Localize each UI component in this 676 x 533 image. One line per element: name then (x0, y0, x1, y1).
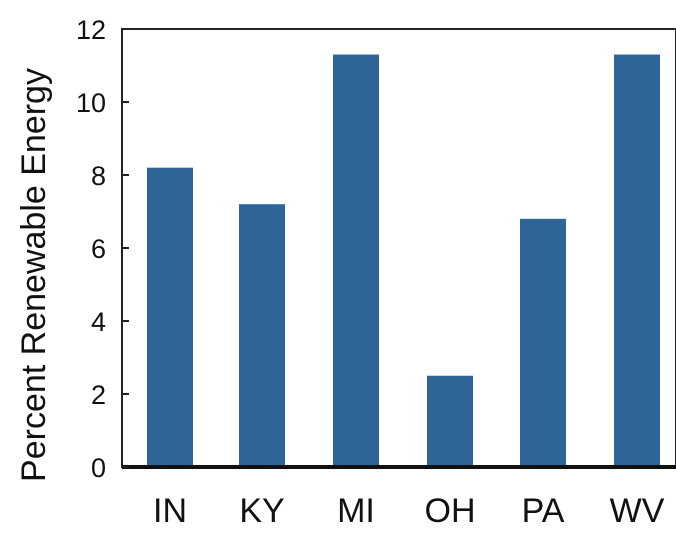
x-tick-label-in: IN (153, 492, 187, 530)
plot-area-frame (121, 28, 676, 468)
bar-wv (614, 54, 660, 468)
bar-mi (333, 54, 379, 468)
y-tick-label-10: 10 (76, 88, 106, 118)
y-tick-label-0: 0 (91, 453, 106, 483)
x-tick-label-ky: KY (239, 492, 284, 530)
y-tick-label-12: 12 (76, 15, 106, 45)
x-tick-label-pa: PA (522, 492, 565, 530)
x-tick-label-oh: OH (425, 492, 476, 530)
y-tick-label-6: 6 (91, 234, 106, 264)
bar-in (147, 167, 193, 467)
x-tick-label-mi: MI (337, 492, 375, 530)
bar-pa (520, 218, 566, 467)
bar-oh (427, 375, 473, 467)
bars-group (147, 54, 660, 468)
y-tick-label-2: 2 (91, 380, 106, 410)
x-tick-label-wv: WV (610, 492, 665, 530)
y-axis-title: Percent Renewable Energy (15, 68, 53, 482)
x-labels-group: IN KY MI OH PA WV (153, 492, 665, 530)
y-ticks-group: 0 2 4 6 8 10 12 (76, 15, 129, 483)
bar-ky (239, 204, 285, 467)
y-tick-label-8: 8 (91, 161, 106, 191)
y-tick-label-4: 4 (91, 307, 106, 337)
